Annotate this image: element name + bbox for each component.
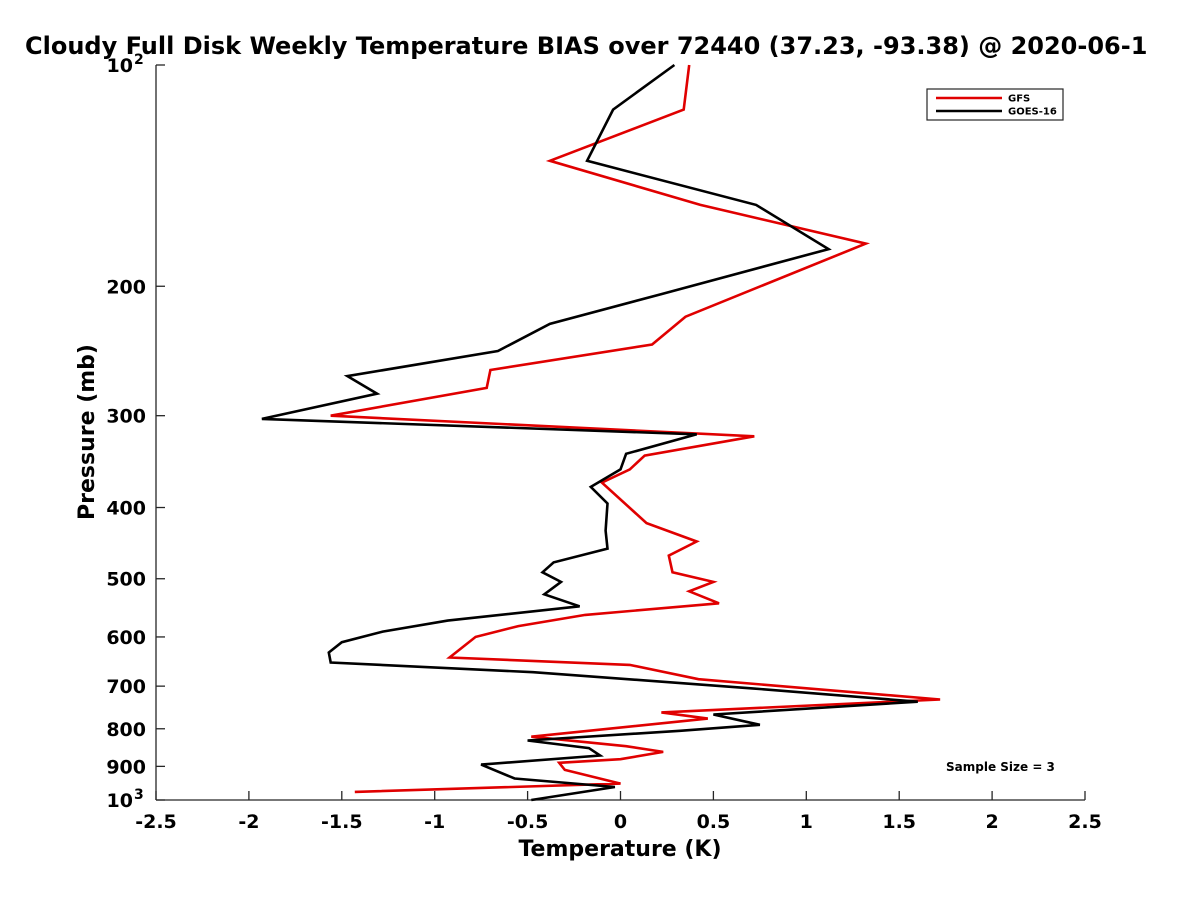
y-tick-label: 900 (106, 756, 146, 778)
y-tick-label-power: 10 2 (107, 52, 144, 77)
y-tick-label: 500 (106, 569, 146, 591)
y-tick-label-power: 10 3 (107, 787, 144, 812)
y-tick-label: 400 (106, 498, 146, 520)
legend-label-goes16: GOES-16 (1008, 107, 1057, 118)
sample-size-annotation: Sample Size = 3 (946, 760, 1055, 774)
x-tick-label: 1.5 (882, 811, 916, 833)
x-tick-label: 2 (985, 811, 998, 833)
x-tick-label: -0.5 (507, 811, 549, 833)
x-axis-ticks: -2.5 -2 -1.5 -1 -0.5 0 0.5 1 1.5 2 2.5 (135, 791, 1102, 833)
series-line-gfs (330, 64, 941, 794)
x-tick-label: -2.5 (135, 811, 177, 833)
y-tick-label: 300 (106, 406, 146, 428)
x-tick-label: -1 (424, 811, 445, 833)
x-tick-label: 0 (614, 811, 627, 833)
series-lines (261, 63, 941, 802)
series-line-goes-16 (261, 63, 918, 802)
y-tick-label: 600 (106, 627, 146, 649)
y-tick-label: 800 (106, 719, 146, 741)
chart-title: Cloudy Full Disk Weekly Temperature BIAS… (25, 32, 1147, 60)
legend-box (926, 88, 1064, 121)
x-tick-label: 2.5 (1068, 811, 1102, 833)
x-tick-label: -1.5 (321, 811, 363, 833)
x-axis-label: Temperature (K) (518, 837, 721, 862)
y-tick-label: 700 (106, 676, 146, 698)
y-axis-label: Pressure (mb) (75, 344, 100, 520)
y-tick-label-exponent: 3 (134, 787, 144, 803)
y-tick-label: 200 (106, 276, 146, 298)
y-tick-label-base: 10 (107, 55, 133, 77)
x-tick-label: -2 (238, 811, 259, 833)
legend-label-gfs: GFS (1008, 94, 1030, 105)
y-tick-label-exponent: 2 (134, 52, 144, 68)
y-tick-label-base: 10 (107, 790, 133, 812)
x-tick-label: 1 (800, 811, 813, 833)
legend: GFS GOES-16 (926, 88, 1064, 121)
x-tick-label: 0.5 (697, 811, 731, 833)
